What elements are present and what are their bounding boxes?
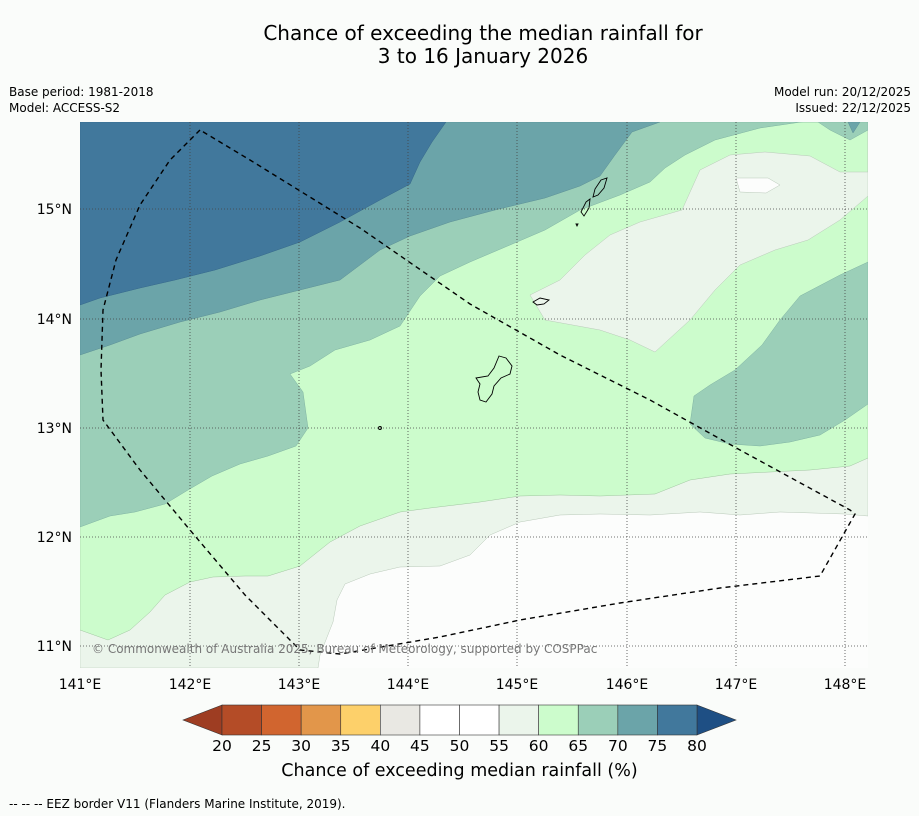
meta-left: Base period: 1981-2018 Model: ACCESS-S2 <box>9 84 154 116</box>
colorbar-tick-label: 75 <box>648 737 668 755</box>
region-band-60-pocket <box>529 122 868 353</box>
lon-label: 144°E <box>387 677 430 693</box>
colorbar: 20 25 30 35 40 45 50 55 60 65 70 75 80 <box>182 704 737 755</box>
graticule <box>80 122 868 668</box>
colorbar-cell <box>419 704 460 736</box>
colorbar-cell <box>657 704 698 736</box>
colorbar-cell <box>538 704 579 736</box>
title-line-2: 3 to 16 January 2026 <box>377 44 589 68</box>
colorbar-cell <box>340 704 381 736</box>
colorbar-tick-label: 30 <box>291 737 311 755</box>
colorbar-tick-label: 60 <box>529 737 549 755</box>
island-tinian <box>580 198 591 217</box>
lat-label: 13°N <box>37 421 72 437</box>
eez-border <box>100 129 856 655</box>
model-name: Model: ACCESS-S2 <box>9 101 121 115</box>
lon-label: 145°E <box>496 677 539 693</box>
colorbar-tick-label: 70 <box>608 737 628 755</box>
title-line-1: Chance of exceeding the median rainfall … <box>263 21 703 45</box>
issued-date: Issued: 22/12/2025 <box>795 101 911 115</box>
colorbar-tick-label: 50 <box>450 737 470 755</box>
colorbar-over-arrow <box>696 704 737 736</box>
region-band-55-patch <box>735 177 781 194</box>
map-panel: © Commonwealth of Australia 2025, Bureau… <box>80 122 868 668</box>
island-rota <box>532 297 551 306</box>
colorbar-tick-label: 45 <box>410 737 430 755</box>
colorbar-title: Chance of exceeding median rainfall (%) <box>281 761 638 781</box>
lon-label: 148°E <box>824 677 867 693</box>
colorbar-cell <box>221 704 262 736</box>
model-run: Model run: 20/12/2025 <box>773 85 911 99</box>
colorbar-cell <box>577 704 619 736</box>
lon-label: 143°E <box>278 677 321 693</box>
colorbar-tick-label: 80 <box>687 737 707 755</box>
lon-label: 141°E <box>59 677 102 693</box>
lat-label: 14°N <box>37 312 72 328</box>
lat-label: 12°N <box>37 530 72 546</box>
colorbar-cell <box>300 704 342 736</box>
colorbar-tick-label: 25 <box>252 737 272 755</box>
lon-label: 147°E <box>715 677 758 693</box>
lon-label: 142°E <box>169 677 212 693</box>
region-band-80 <box>80 122 447 306</box>
colorbar-cell <box>261 704 302 736</box>
colorbar-cell <box>459 704 500 736</box>
colorbar-tick-label: 55 <box>489 737 509 755</box>
lat-labels: 15°N 14°N 13°N 12°N 11°N <box>37 202 72 655</box>
footnote: -- -- -- EEZ border V11 (Flanders Marine… <box>9 797 346 811</box>
islands <box>378 177 608 430</box>
lat-label: 15°N <box>37 202 72 218</box>
island-guam <box>475 355 513 403</box>
colorbar-cell <box>498 704 539 736</box>
island-saipan <box>592 177 608 198</box>
meta-right: Model run: 20/12/2025 Issued: 22/12/2025 <box>774 84 911 116</box>
lat-label: 11°N <box>37 639 72 655</box>
colorbar-tick-label: 65 <box>568 737 588 755</box>
island-dot <box>378 426 382 430</box>
region-band-70-east <box>689 261 868 447</box>
region-band-75-ne <box>847 122 861 134</box>
base-period: Base period: 1981-2018 <box>9 85 154 99</box>
colorbar-under-arrow <box>182 704 223 736</box>
colorbar-tick-label: 40 <box>370 737 390 755</box>
colorbar-tick-label: 20 <box>212 737 232 755</box>
colorbar-tick-label: 35 <box>331 737 351 755</box>
island-aguijan <box>575 223 579 228</box>
copyright-text: © Commonwealth of Australia 2025, Bureau… <box>92 642 597 656</box>
lon-label: 146°E <box>606 677 649 693</box>
lon-labels: 141°E 142°E 143°E 144°E 145°E 146°E 147°… <box>59 677 867 693</box>
colorbar-cell <box>617 704 658 736</box>
colorbar-cell <box>380 704 421 736</box>
chart-title: Chance of exceeding the median rainfall … <box>0 22 919 68</box>
